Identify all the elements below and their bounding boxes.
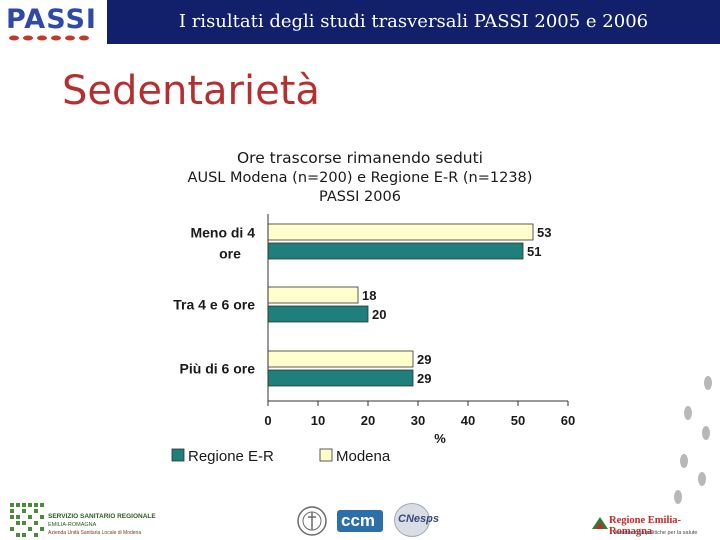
legend-label: Modena bbox=[336, 448, 391, 465]
rer-logo-title: Regione Emilia-Romagna bbox=[609, 515, 682, 537]
header-bar bbox=[107, 0, 720, 44]
x-tick-label: 30 bbox=[411, 413, 425, 428]
legend-label: Regione E-R bbox=[188, 448, 274, 465]
x-axis-label: % bbox=[434, 431, 446, 446]
bar bbox=[267, 305, 369, 323]
header-title: I risultati degli studi trasversali PASS… bbox=[178, 11, 649, 32]
x-tick-label: 20 bbox=[361, 413, 375, 428]
bar bbox=[267, 369, 414, 387]
passi-logo: PASSI bbox=[0, 0, 107, 44]
ssr-logo-line3: Azienda Unità Sanitaria Locale di Modena bbox=[48, 530, 142, 536]
data-label: 29 bbox=[417, 371, 431, 386]
bar bbox=[267, 286, 359, 304]
footprints-decoration-icon bbox=[674, 376, 712, 504]
rer-logo-sub: Assessorato politiche per la salute bbox=[614, 530, 698, 536]
data-label: 18 bbox=[362, 288, 376, 303]
data-label: 20 bbox=[372, 307, 386, 322]
data-label: 29 bbox=[417, 352, 431, 367]
ssr-logo-line1: SERVIZIO SANITARIO REGIONALE bbox=[48, 513, 156, 520]
bar bbox=[267, 242, 524, 260]
footprints-icon bbox=[9, 35, 89, 41]
cnesps-logo-text: CNesps bbox=[398, 513, 439, 525]
x-tick-label: 60 bbox=[561, 413, 575, 428]
cnesps-logo bbox=[394, 503, 430, 537]
x-tick-label: 40 bbox=[461, 413, 475, 428]
rer-flag-icon bbox=[592, 517, 608, 529]
chart-subtitle-year: PASSI 2006 bbox=[319, 189, 401, 205]
x-tick-label: 50 bbox=[511, 413, 525, 428]
header: PASSI I risultati degli studi trasversal… bbox=[0, 0, 720, 44]
ccm-logo-text: ccm bbox=[341, 511, 376, 530]
passi-logo-text: PASSI bbox=[6, 4, 97, 35]
category-label: Meno di 4 ore bbox=[190, 225, 255, 262]
bar bbox=[267, 223, 534, 241]
category-label: Tra 4 e 6 ore bbox=[173, 297, 255, 313]
footer-logos: SERVIZIO SANITARIO REGIONALE EMILIA-ROMA… bbox=[0, 495, 720, 540]
data-label: 51 bbox=[527, 244, 541, 259]
bar bbox=[267, 350, 414, 368]
data-label: 53 bbox=[537, 225, 551, 240]
category-label: Più di 6 ore bbox=[180, 361, 256, 377]
ccm-logo: ccm bbox=[337, 510, 383, 532]
ssr-logo-line2: EMILIA-ROMAGNA bbox=[48, 522, 97, 528]
ssr-logo-icon bbox=[10, 503, 44, 537]
chart-subtitle: AUSL Modena (n=200) e Regione E-R (n=123… bbox=[187, 170, 533, 186]
chart-title: Ore trascorse rimanendo seduti bbox=[236, 149, 483, 167]
page-title: Sedentarietà bbox=[62, 68, 320, 114]
x-tick-label: 10 bbox=[311, 413, 325, 428]
iss-seal-icon bbox=[297, 506, 327, 536]
legend-swatch bbox=[319, 448, 333, 462]
legend-swatch bbox=[171, 448, 185, 462]
x-tick-label: 0 bbox=[264, 413, 271, 428]
